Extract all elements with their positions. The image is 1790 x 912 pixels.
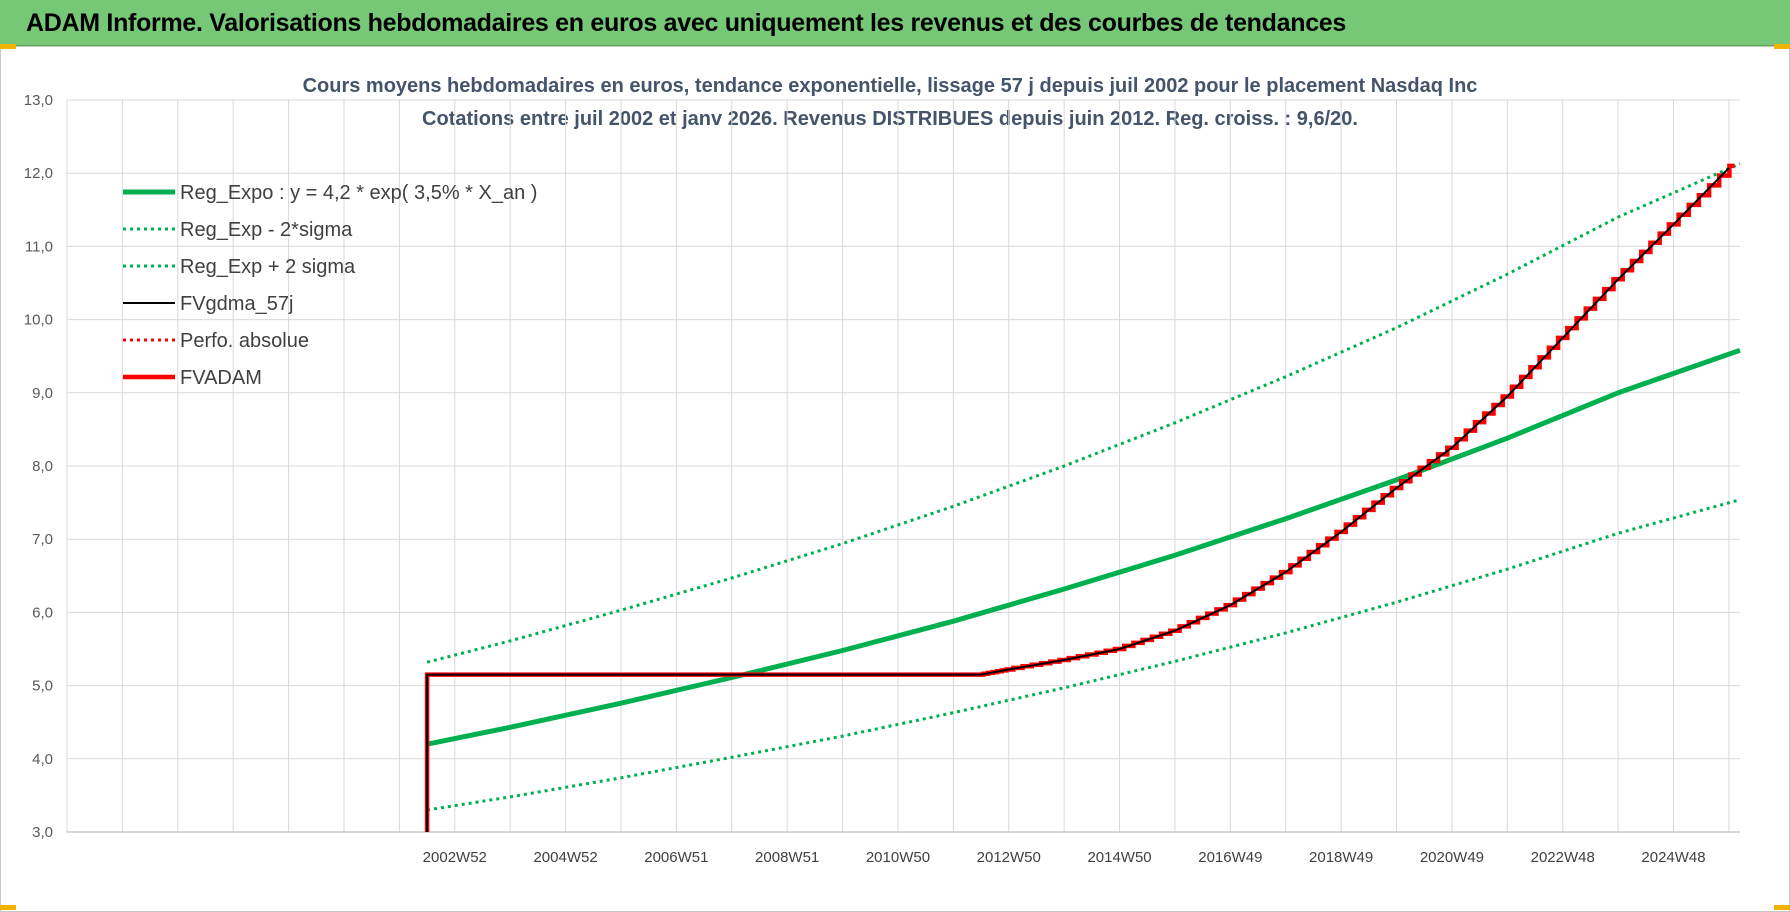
legend-label: Perfo. absolue [180,330,309,352]
y-tick-label: 13,0 [24,92,53,109]
y-tick-label: 9,0 [32,385,53,402]
x-tick-label: 2024W48 [1641,849,1705,866]
y-tick-label: 11,0 [25,238,53,255]
x-tick-label: 2018W49 [1309,849,1373,866]
legend-label: Reg_Expo : y = 4,2 * exp( 3,5% * X_an ) [180,182,537,204]
x-tick-label: 2016W49 [1198,849,1262,866]
banner-title: ADAM Informe. Valorisations hebdomadaire… [26,9,1347,37]
legend: Reg_Expo : y = 4,2 * exp( 3,5% * X_an ) R… [123,182,537,389]
series-line [426,498,1741,812]
y-tick-label: 5,0 [32,678,53,695]
corner-marker [0,905,16,910]
y-tick-label: 7,0 [32,531,53,548]
corner-marker [1774,44,1790,49]
y-tick-label: 4,0 [32,751,53,768]
x-tick-label: 2006W51 [644,849,708,866]
x-tick-label: 2014W50 [1087,849,1151,866]
x-tick-label: 2020W49 [1420,849,1484,866]
y-tick-label: 10,0 [24,312,53,329]
chart-title-line2: Cotations entre juil 2002 et janv 2026. … [422,108,1358,130]
series-layer [424,162,1741,832]
y-tick-label: 3,0 [32,824,53,841]
x-tick-label: 2008W51 [755,849,819,866]
grid [66,99,1740,833]
corner-marker [0,44,16,49]
y-tick-label: 6,0 [32,604,53,621]
y-tick-label: 8,0 [32,458,53,475]
legend-label: FVADAM [180,367,262,389]
corner-marker [1774,905,1790,910]
legend-label: Reg_Exp - 2*sigma [180,219,353,241]
chart-title-line1: Cours moyens hebdomadaires en euros, ten… [303,75,1478,97]
y-tick-label: 12,0 [24,165,53,182]
axis-labels: 3,0 4,0 5,0 6,0 7,0 8,0 9,0 10,0 11,0 12,0 13,0 200… [24,92,1706,866]
header-banner: ADAM Informe. Valorisations hebdomadaire… [0,0,1790,46]
legend-label: FVgdma_57j [180,293,293,315]
series-line [426,347,1741,747]
series-line [424,163,1735,832]
x-tick-label: 2002W52 [423,849,487,866]
series-line [426,162,1741,664]
series-line [426,167,1730,832]
x-tick-label: 2004W52 [533,849,597,866]
x-tick-label: 2022W48 [1531,849,1595,866]
legend-label: Reg_Exp + 2 sigma [180,256,356,278]
x-tick-label: 2010W50 [866,849,930,866]
x-tick-label: 2012W50 [977,849,1041,866]
